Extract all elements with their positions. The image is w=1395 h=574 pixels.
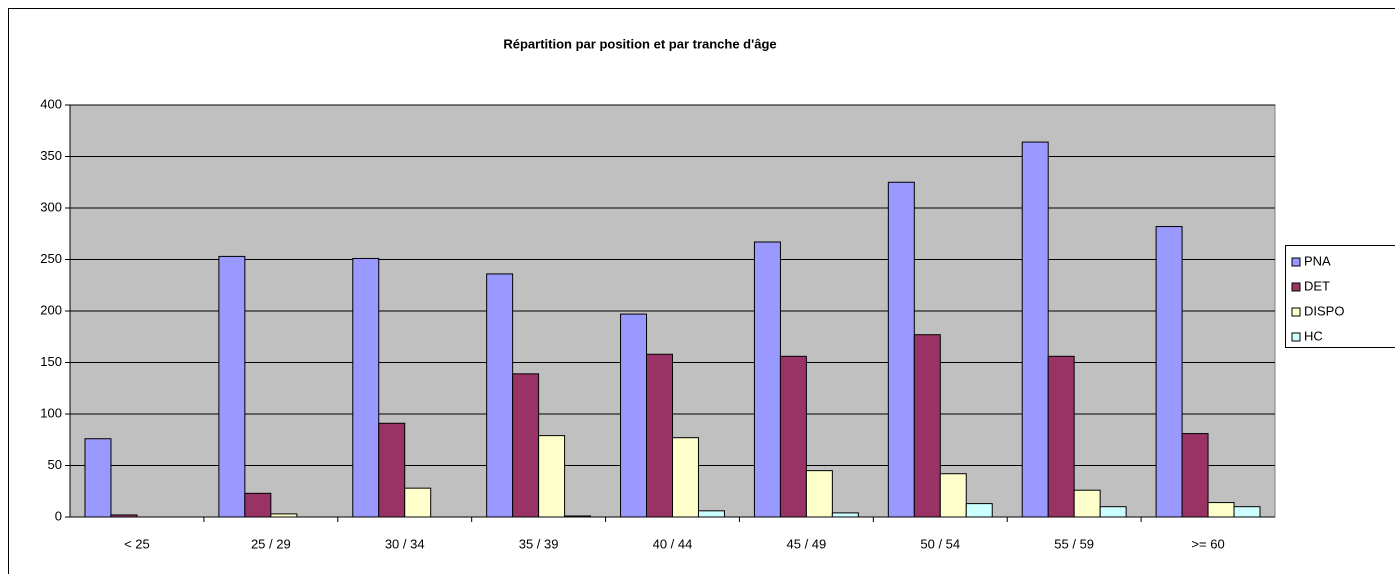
y-tick-label: 200 xyxy=(40,302,62,317)
bar xyxy=(646,353,674,518)
bar xyxy=(486,273,514,518)
bar xyxy=(697,510,725,518)
bar xyxy=(270,513,298,518)
bar xyxy=(1021,141,1049,518)
legend-label: PNA xyxy=(1304,253,1331,268)
y-tick-label: 100 xyxy=(40,405,62,420)
bar xyxy=(753,241,781,518)
y-tick-label: 150 xyxy=(40,354,62,369)
x-tick-label: >= 60 xyxy=(1191,536,1224,551)
bar xyxy=(244,492,272,518)
bar xyxy=(779,355,807,518)
y-tick-label: 400 xyxy=(40,96,62,111)
bar xyxy=(1047,355,1075,518)
bar xyxy=(1207,502,1235,518)
x-tick-label: 50 / 54 xyxy=(920,536,960,551)
bar xyxy=(378,422,406,518)
legend-swatch xyxy=(1291,307,1301,317)
legend-box xyxy=(1285,245,1395,348)
bar xyxy=(620,313,648,518)
bar xyxy=(1073,489,1101,518)
bar xyxy=(965,503,993,518)
y-tick-label: 300 xyxy=(40,199,62,214)
x-tick-label: 25 / 29 xyxy=(251,536,291,551)
y-tick-label: 250 xyxy=(40,251,62,266)
bar xyxy=(110,514,138,518)
legend-label: DISPO xyxy=(1304,303,1344,318)
x-tick-label: < 25 xyxy=(124,536,150,551)
bar xyxy=(512,373,540,518)
bar xyxy=(404,487,432,518)
bar xyxy=(1233,506,1261,518)
bar xyxy=(564,515,592,518)
chart-title: Répartition par position et par tranche … xyxy=(503,36,776,51)
x-tick-label: 30 / 34 xyxy=(385,536,425,551)
bar xyxy=(887,181,915,518)
bar xyxy=(352,257,380,518)
bar xyxy=(1099,506,1127,518)
bar xyxy=(939,473,967,518)
legend-label: DET xyxy=(1304,278,1330,293)
legend-label: HC xyxy=(1304,328,1323,343)
bar xyxy=(538,435,566,518)
bar xyxy=(1155,226,1183,518)
bar xyxy=(805,470,833,518)
bar xyxy=(913,334,941,518)
bar xyxy=(831,512,859,518)
y-tick-label: 0 xyxy=(55,508,62,523)
legend-swatch xyxy=(1291,257,1301,267)
legend-swatch xyxy=(1291,282,1301,292)
legend-swatch xyxy=(1291,332,1301,342)
bar xyxy=(672,437,699,518)
x-tick-label: 35 / 39 xyxy=(519,536,559,551)
y-tick-label: 50 xyxy=(48,457,62,472)
x-tick-label: 55 / 59 xyxy=(1054,536,1094,551)
y-tick-label: 350 xyxy=(40,148,62,163)
bar xyxy=(218,255,246,518)
x-tick-label: 40 / 44 xyxy=(653,536,693,551)
bar xyxy=(84,438,112,518)
x-tick-label: 45 / 49 xyxy=(787,536,827,551)
bar xyxy=(1181,433,1209,518)
